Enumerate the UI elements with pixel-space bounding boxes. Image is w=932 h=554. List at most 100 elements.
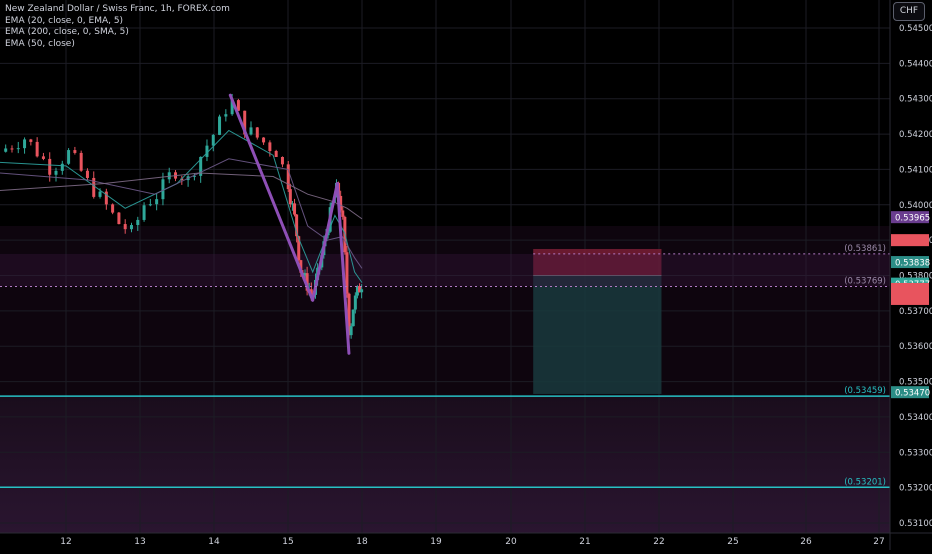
candle-down (295, 214, 299, 237)
candle-up (360, 289, 364, 293)
candle-down (347, 293, 351, 336)
y-tick-label: 0.54000 (899, 201, 932, 211)
y-tick-label: 0.53800 (899, 272, 932, 282)
candle-down (309, 289, 313, 295)
candle-down (297, 236, 301, 261)
price-badge (891, 256, 929, 269)
candle-down (358, 286, 362, 293)
candle-down (104, 191, 108, 205)
dotted-level-label: (0.53769) (844, 276, 886, 286)
candle-up (353, 295, 357, 310)
candle-down (243, 110, 247, 135)
candle-up (205, 145, 209, 157)
candle-up (148, 204, 152, 206)
y-tick-label: 0.53400 (899, 413, 932, 423)
x-tick-label: 19 (430, 537, 442, 547)
candle-down (236, 100, 240, 111)
candle-up (136, 219, 140, 226)
candle-up (60, 163, 64, 171)
candle-down (288, 189, 292, 205)
x-tick-label: 25 (727, 537, 738, 547)
current-price-badge (891, 282, 929, 305)
price-badge (891, 211, 929, 224)
price-badge (891, 386, 929, 399)
pattern-line-2 (311, 182, 339, 302)
candle-up (290, 203, 294, 205)
price-badge-label: 0.53965 (895, 214, 930, 224)
x-tick-label: 27 (873, 537, 884, 547)
candle-up (349, 326, 353, 336)
indicator-ema-200[interactable]: EMA (200, close, 0, SMA, 5) (5, 27, 129, 38)
y-tick-label: 0.54300 (899, 95, 932, 105)
candle-down (341, 210, 345, 217)
x-tick-label: 13 (134, 537, 145, 547)
y-tick-label: 0.54200 (899, 130, 932, 140)
x-tick-label: 22 (653, 537, 664, 547)
ema-line-1 (0, 129, 363, 283)
indicator-ema-50[interactable]: EMA (50, close) (5, 38, 75, 49)
y-tick-label: 0.53100 (899, 519, 932, 529)
candle-up (161, 179, 165, 200)
candle-up (249, 127, 253, 135)
candle-up (351, 309, 355, 327)
resistance-zone-band (0, 253, 890, 287)
x-tick-label: 15 (282, 537, 293, 547)
candle-down (123, 224, 127, 230)
candle-up (230, 100, 234, 115)
x-tick-label: 14 (208, 537, 220, 547)
candle-down (35, 141, 39, 157)
candle-up (67, 150, 71, 164)
candle-down (293, 203, 297, 215)
candle-up (224, 114, 228, 117)
candle-up (129, 225, 133, 230)
candle-up (199, 156, 203, 176)
candle-down (262, 137, 266, 143)
y-tick-label: 0.54100 (899, 165, 932, 175)
currency-button[interactable]: CHF (893, 2, 925, 21)
candle-down (92, 177, 96, 197)
price-badge-label: 0.53838 (895, 259, 930, 269)
candle-up (98, 191, 102, 197)
candle-up (16, 148, 20, 150)
chart-legend: New Zealand Dollar / Swiss Franc, 1h, FO… (5, 4, 230, 50)
y-tick-label: 0.54500 (899, 24, 932, 34)
dotted-level-label: (0.53861) (844, 244, 886, 254)
y-tick-label: 0.53300 (899, 448, 932, 458)
x-tick-label: 21 (579, 537, 590, 547)
x-tick-label: 18 (356, 537, 368, 547)
candle-down (268, 142, 272, 152)
candle-down (10, 148, 14, 150)
x-tick-label: 12 (60, 537, 71, 547)
candle-down (111, 204, 115, 213)
x-tick-label: 26 (800, 537, 812, 547)
y-tick-label: 0.53600 (899, 342, 932, 352)
candle-down (345, 252, 349, 294)
y-tick-label: 0.53500 (899, 378, 932, 388)
candle-down (305, 273, 309, 291)
candle-down (339, 195, 343, 211)
candle-down (29, 139, 33, 142)
candle-down (280, 157, 284, 165)
candle-down (85, 170, 89, 178)
pattern-line-3 (335, 182, 351, 355)
candle-down (286, 164, 290, 190)
candle-down (79, 152, 83, 171)
candle-down (41, 156, 45, 159)
candle-down (48, 158, 52, 175)
horizontal-level-label: (0.53201) (844, 477, 886, 487)
y-tick-label: 0.53700 (899, 307, 932, 317)
symbol-title[interactable]: New Zealand Dollar / Swiss Franc, 1h, FO… (5, 4, 230, 14)
ema-line-3 (0, 172, 363, 220)
candle-up (355, 286, 359, 296)
pattern-line-1 (228, 93, 315, 302)
candle-down (255, 127, 259, 138)
take-profit-zone (533, 275, 662, 394)
ema-line-2 (0, 158, 363, 269)
candle-up (192, 175, 196, 177)
indicator-ema-20[interactable]: EMA (20, close, 0, EMA, 5) (5, 15, 124, 26)
candle-up (303, 273, 307, 276)
candle-up (4, 148, 8, 152)
y-tick-label: 0.54400 (899, 59, 932, 69)
